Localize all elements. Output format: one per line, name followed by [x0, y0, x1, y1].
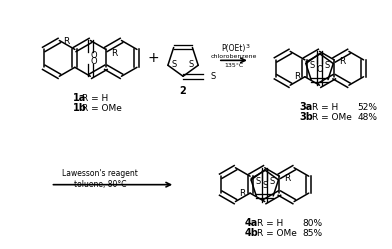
- Text: +: +: [147, 51, 159, 65]
- Text: R = H: R = H: [312, 103, 338, 112]
- Text: R: R: [111, 49, 117, 58]
- Text: R = H: R = H: [257, 219, 283, 228]
- Text: O: O: [90, 57, 97, 66]
- Text: S: S: [310, 61, 315, 70]
- Text: S: S: [269, 177, 274, 186]
- Text: R = OMe: R = OMe: [82, 104, 122, 113]
- Text: 1b: 1b: [73, 103, 86, 113]
- Text: O: O: [90, 51, 97, 60]
- Text: 48%: 48%: [358, 113, 377, 122]
- Text: Lawesson's reagent: Lawesson's reagent: [62, 169, 138, 178]
- Text: 4a: 4a: [245, 218, 258, 228]
- Text: S: S: [324, 61, 329, 70]
- Text: S: S: [255, 177, 260, 186]
- Text: R = OMe: R = OMe: [312, 113, 352, 122]
- Text: 3b: 3b: [299, 112, 314, 122]
- Text: O: O: [316, 65, 323, 74]
- Text: 4b: 4b: [245, 228, 259, 238]
- Text: toluene, 80°C: toluene, 80°C: [74, 180, 127, 189]
- Text: R = H: R = H: [82, 94, 109, 103]
- Text: 1a: 1a: [73, 93, 86, 103]
- Text: R: R: [239, 188, 245, 198]
- Text: R: R: [64, 37, 70, 46]
- Text: 3: 3: [246, 44, 250, 49]
- Text: 85%: 85%: [303, 229, 323, 238]
- Text: S: S: [172, 60, 177, 69]
- Text: R: R: [285, 174, 290, 183]
- Text: R: R: [339, 57, 345, 66]
- Text: 80%: 80%: [303, 219, 323, 228]
- Text: P(OEt): P(OEt): [222, 44, 246, 53]
- Text: chlorobenzene: chlorobenzene: [211, 54, 257, 59]
- Text: 52%: 52%: [358, 103, 377, 112]
- Text: R = OMe: R = OMe: [257, 229, 297, 238]
- Text: 135°C: 135°C: [224, 63, 243, 68]
- Text: 3a: 3a: [299, 102, 313, 112]
- Text: S: S: [189, 60, 194, 69]
- Text: S: S: [211, 72, 216, 81]
- Text: S: S: [262, 181, 267, 190]
- Text: R: R: [294, 72, 300, 81]
- Text: 2: 2: [180, 86, 187, 96]
